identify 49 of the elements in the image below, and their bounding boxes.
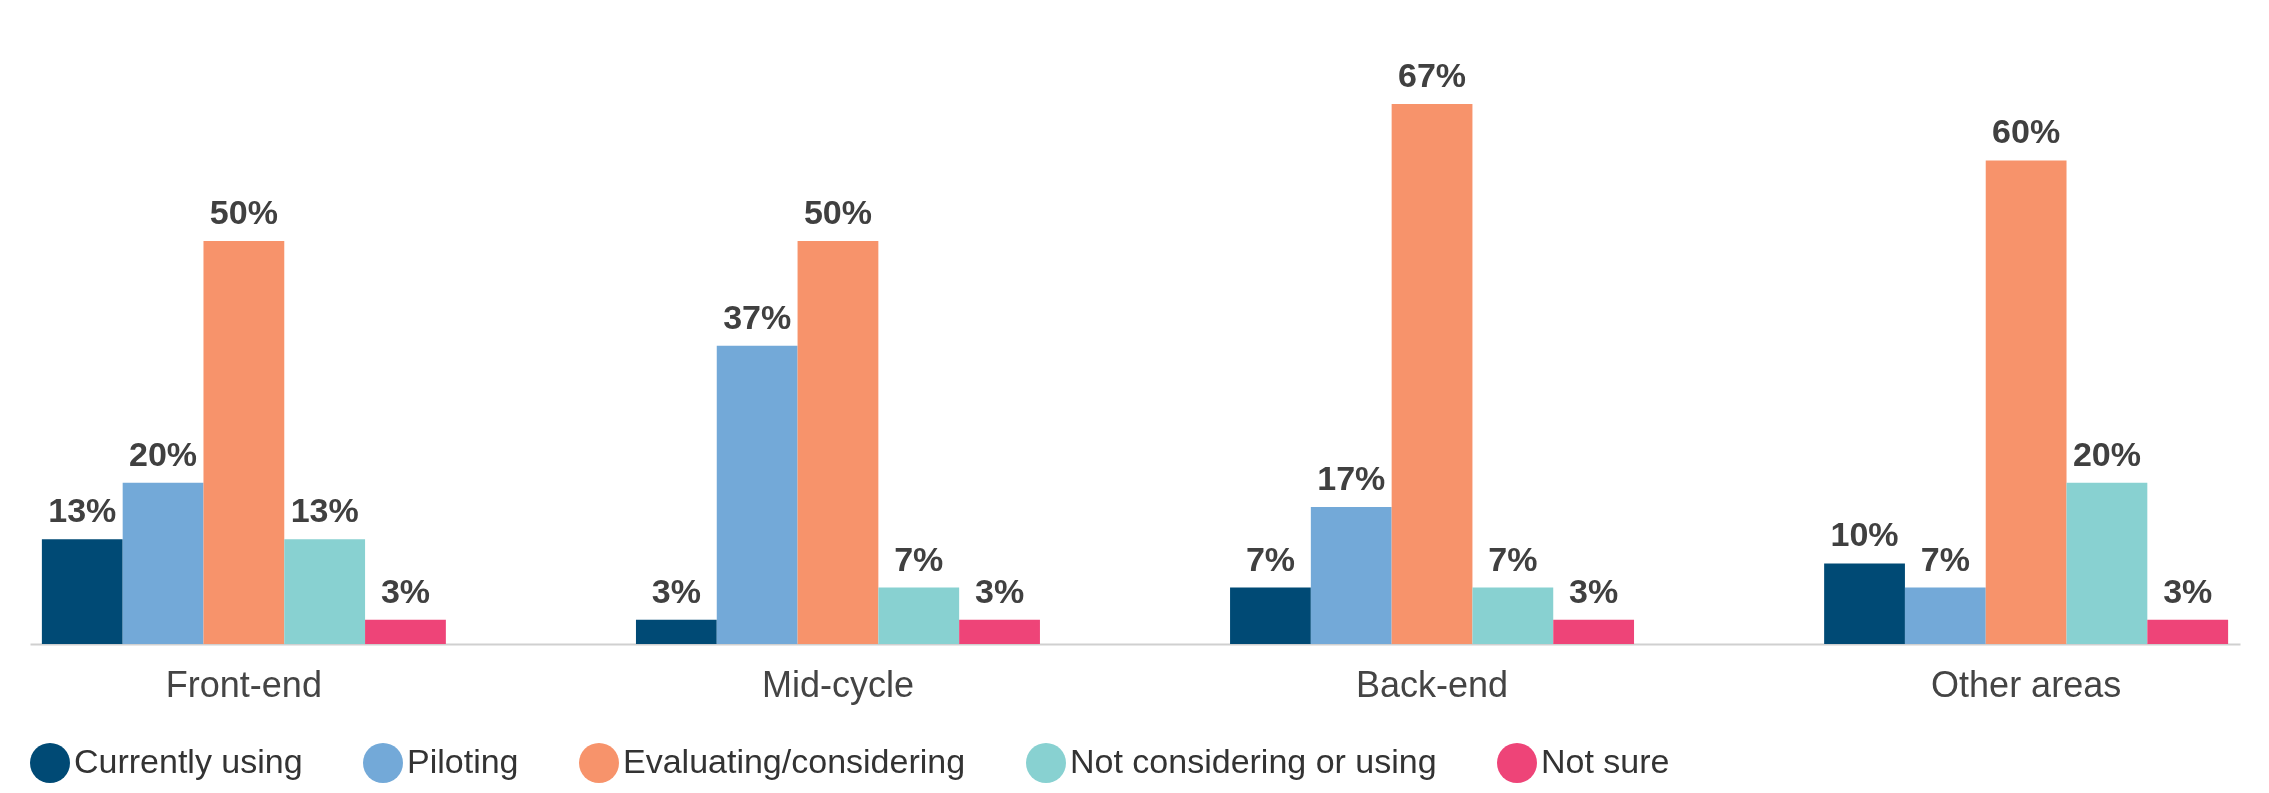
bar <box>1391 104 1473 644</box>
data-label: 3% <box>380 571 431 610</box>
data-label: 3% <box>2163 571 2213 610</box>
bar <box>203 241 285 644</box>
data-label: 50% <box>803 193 872 232</box>
data-label: 3% <box>974 571 1025 610</box>
data-label: 7% <box>1488 539 1538 578</box>
x-tick-label: Front-end <box>165 663 322 705</box>
x-tick-label: Mid-cycle <box>761 663 914 705</box>
bar <box>797 241 879 644</box>
data-label: 20% <box>2072 434 2141 473</box>
data-label: 13% <box>290 491 359 530</box>
bar <box>1310 506 1392 644</box>
data-label: 37% <box>723 297 792 336</box>
bar <box>284 539 366 644</box>
legend-label: Not sure <box>1541 742 1670 780</box>
bar <box>365 619 446 644</box>
data-label: 7% <box>1245 539 1296 578</box>
data-label: 20% <box>129 434 198 473</box>
data-label: 3% <box>1569 571 1619 610</box>
bar <box>878 587 960 644</box>
bar <box>959 619 1040 644</box>
data-label: 50% <box>209 193 278 232</box>
legend-label: Currently using <box>74 742 303 780</box>
bar <box>1824 563 1905 644</box>
bar <box>122 482 204 644</box>
legend-label: Not considering or using <box>1070 742 1437 780</box>
bar <box>2066 482 2148 644</box>
bar <box>635 619 717 644</box>
legend-label: Piloting <box>407 742 519 780</box>
data-label: 7% <box>894 539 944 578</box>
data-label: 7% <box>1920 539 1970 578</box>
data-label: 60% <box>1992 112 2061 151</box>
bar <box>1230 587 1311 644</box>
legend-label: Evaluating/considering <box>623 742 966 780</box>
bar <box>1472 587 1554 644</box>
data-label: 3% <box>651 571 701 610</box>
bar <box>2147 619 2229 644</box>
data-label: 17% <box>1317 458 1386 497</box>
bar <box>1553 619 1635 644</box>
x-tick-label: Back-end <box>1356 663 1509 705</box>
bar <box>1904 587 1986 644</box>
bar <box>41 539 123 644</box>
data-label: 10% <box>1830 515 1899 554</box>
bar <box>716 345 798 644</box>
bar <box>1985 160 2067 644</box>
data-label: 13% <box>48 491 117 530</box>
data-label: 67% <box>1398 56 1467 94</box>
x-tick-label: Other areas <box>1931 663 2122 705</box>
